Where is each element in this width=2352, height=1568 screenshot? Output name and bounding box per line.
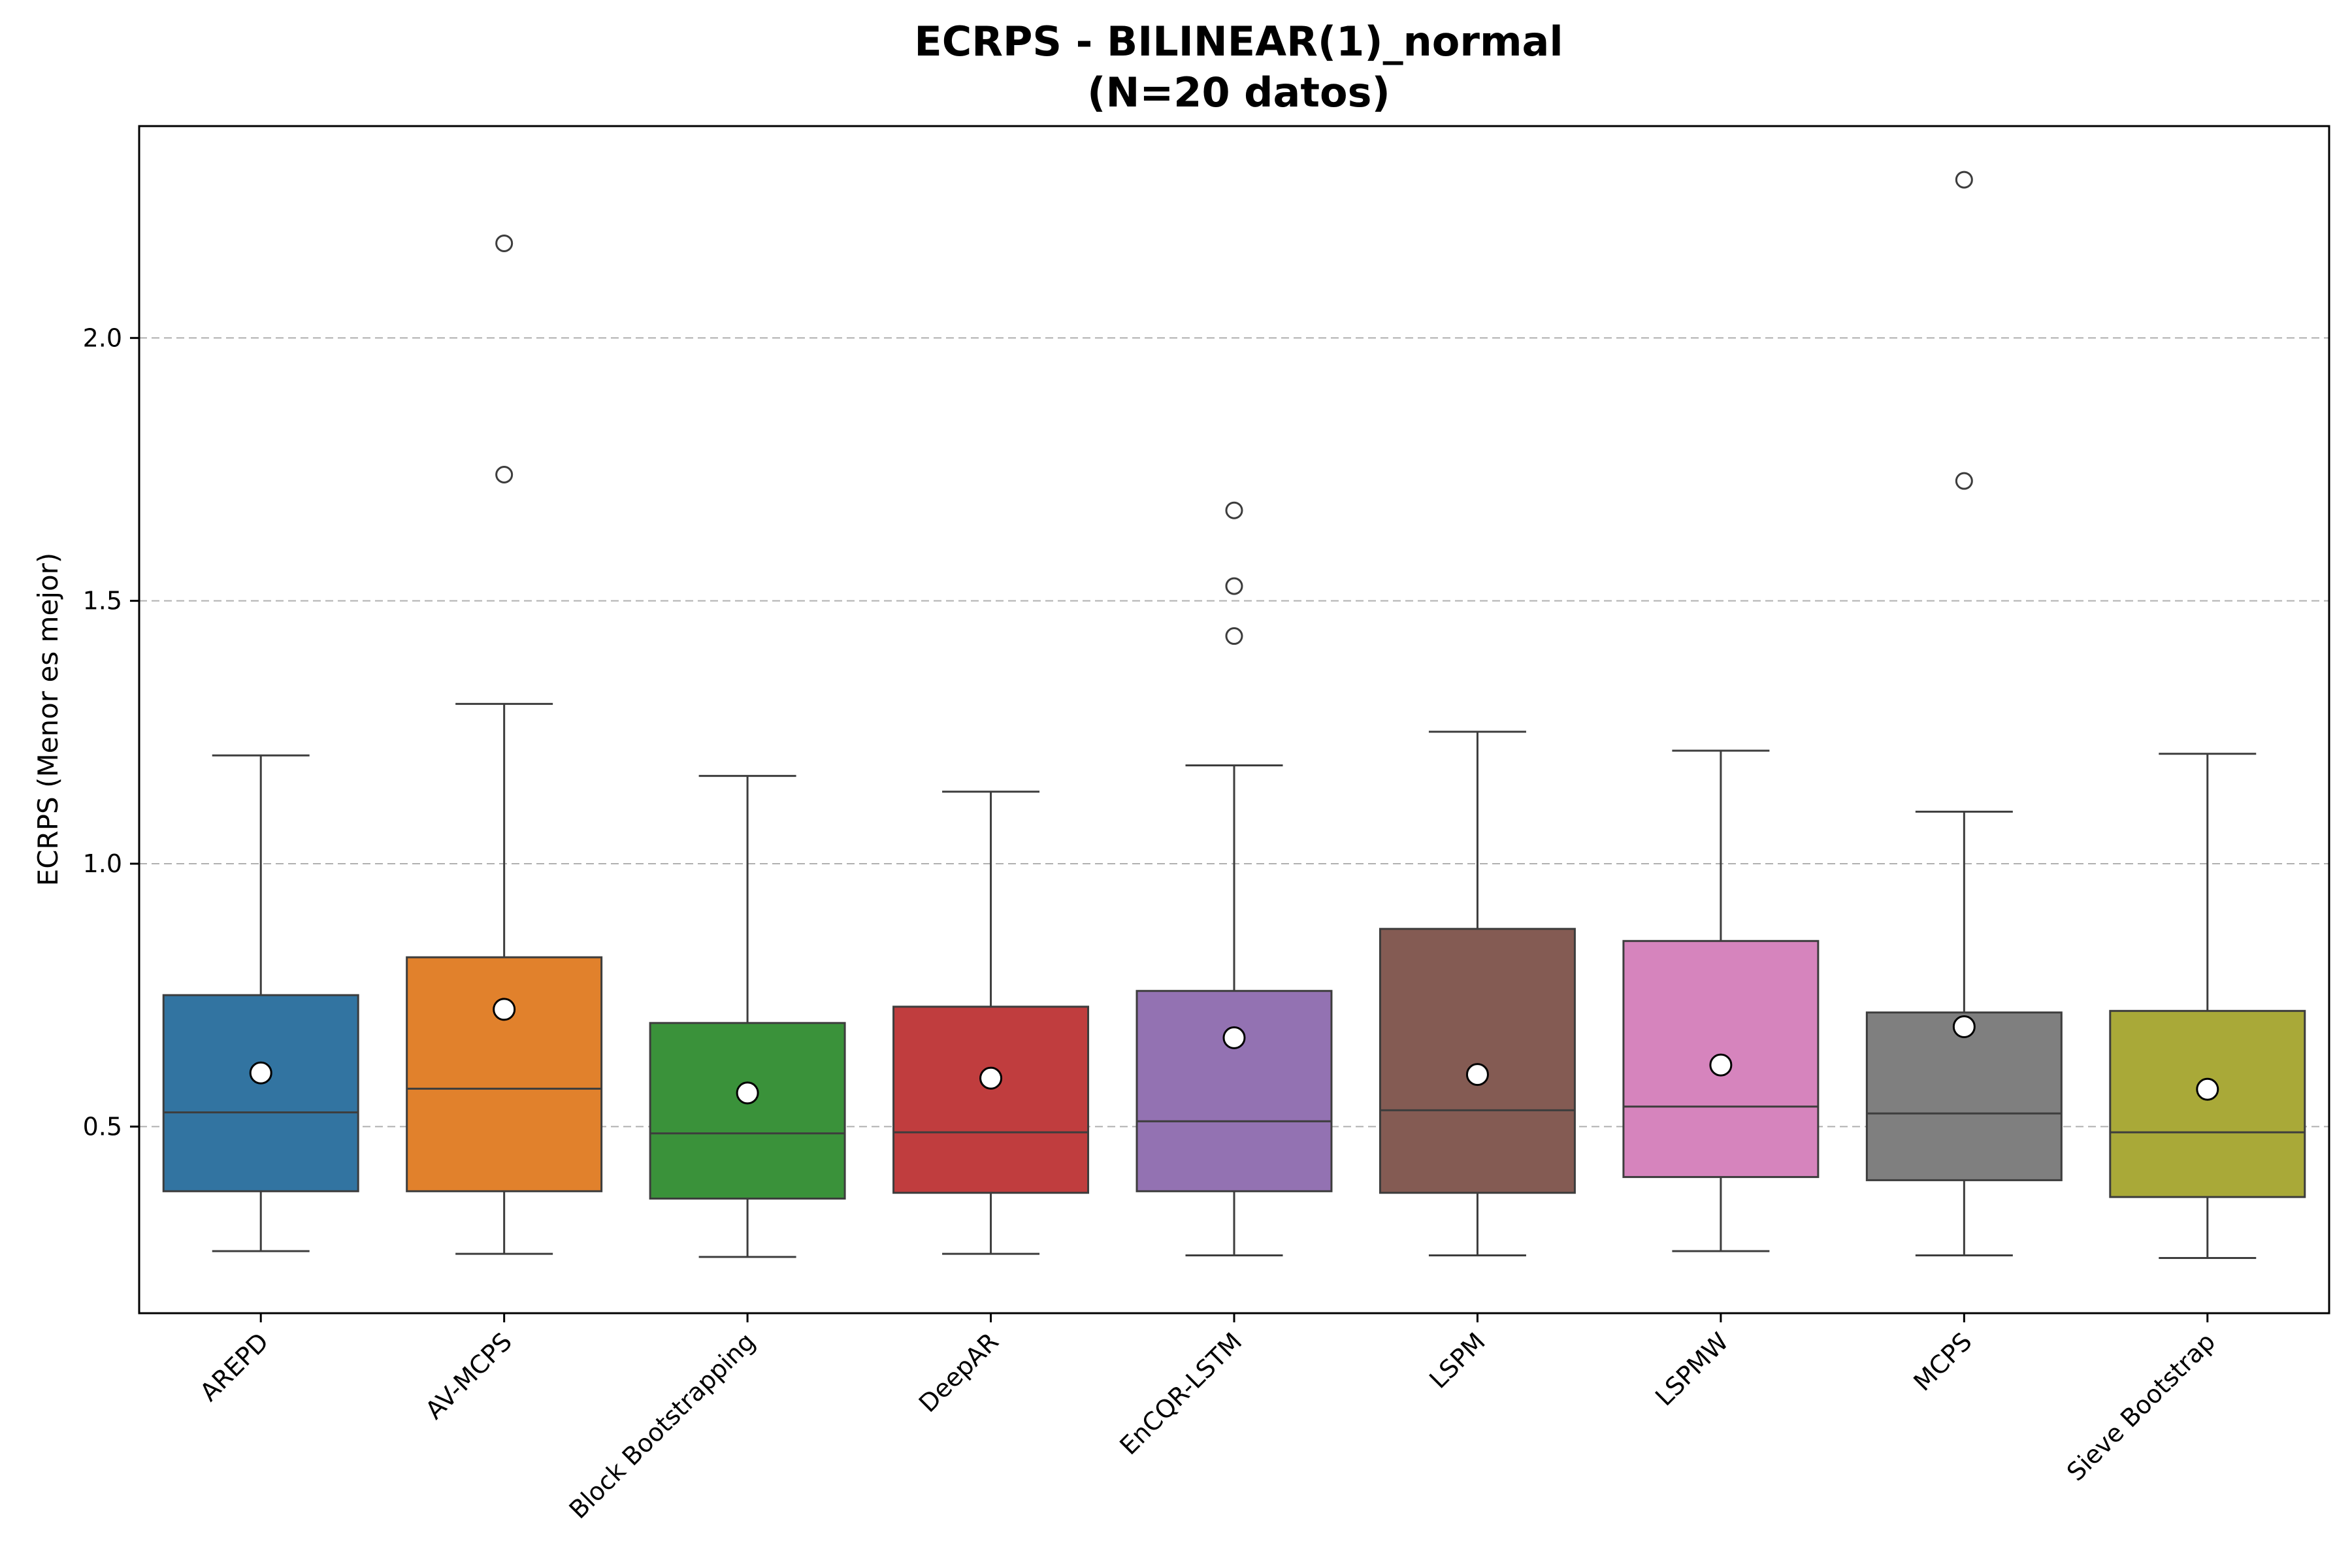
mean-marker (2196, 1077, 2219, 1101)
x-tick-label: LSPMW (1650, 1327, 1734, 1411)
x-tick-label: DeepAR (913, 1327, 1004, 1418)
box-group (2109, 753, 2306, 1260)
mean-marker (1222, 1026, 1246, 1049)
x-tick-label: AREPD (195, 1327, 274, 1407)
box-group (406, 234, 603, 1255)
box-iqr (892, 1005, 1090, 1194)
box-iqr (1135, 990, 1333, 1192)
x-tick-label: Sieve Bootstrap (2061, 1327, 2221, 1486)
x-tick-label: Block Bootstrapping (564, 1327, 761, 1524)
box-group (1622, 749, 1820, 1252)
x-tick-label: EnCQR-LSTM (1114, 1327, 1247, 1460)
x-tick-label: LSPM (1424, 1327, 1491, 1394)
y-axis-label: ECRPS (Menor es mejor) (32, 553, 64, 887)
outlier-point (1955, 171, 1973, 189)
mean-marker (979, 1066, 1003, 1090)
x-tick-label: AV-MCPS (420, 1327, 517, 1424)
box-group (892, 791, 1090, 1255)
box-iqr (406, 956, 603, 1192)
outlier-point (1225, 577, 1243, 595)
box-iqr (1865, 1011, 2063, 1181)
x-ticks: AREPD AV-MCPS Block Bootstrapping DeepAR EnC… (195, 1313, 2221, 1524)
box-iqr (1379, 928, 1576, 1194)
mean-marker (1709, 1053, 1733, 1077)
plot-layer (162, 171, 2306, 1260)
mean-marker (736, 1081, 759, 1105)
outlier-point (495, 466, 514, 484)
chart-title-line1: ECRPS - BILINEAR(1)_normal (914, 18, 1563, 65)
outlier-point (1225, 501, 1243, 519)
box-iqr (162, 994, 359, 1192)
y-tick-label: 2.0 (83, 323, 122, 352)
mean-marker (493, 998, 516, 1021)
outlier-point (495, 234, 514, 252)
outlier-point (1955, 472, 1973, 490)
outlier-point (1225, 627, 1243, 645)
mean-marker (1465, 1063, 1489, 1086)
box-group (1865, 171, 2063, 1256)
y-tick-label: 0.5 (83, 1112, 122, 1141)
box-group (649, 775, 846, 1258)
y-tick-label: 1.0 (83, 849, 122, 878)
box-group (162, 754, 359, 1252)
mean-marker (249, 1061, 272, 1085)
mean-marker (1952, 1015, 1976, 1038)
box-iqr (649, 1022, 846, 1200)
x-tick-label: MCPS (1908, 1327, 1977, 1396)
box-group (1135, 501, 1333, 1256)
y-tick-label: 1.5 (83, 587, 122, 615)
box-group (1379, 730, 1576, 1256)
y-ticks: 0.5 1.0 1.5 2.0 (83, 323, 139, 1141)
box-iqr (2109, 1009, 2306, 1198)
chart-title-line2: (N=20 datos) (1087, 69, 1390, 116)
